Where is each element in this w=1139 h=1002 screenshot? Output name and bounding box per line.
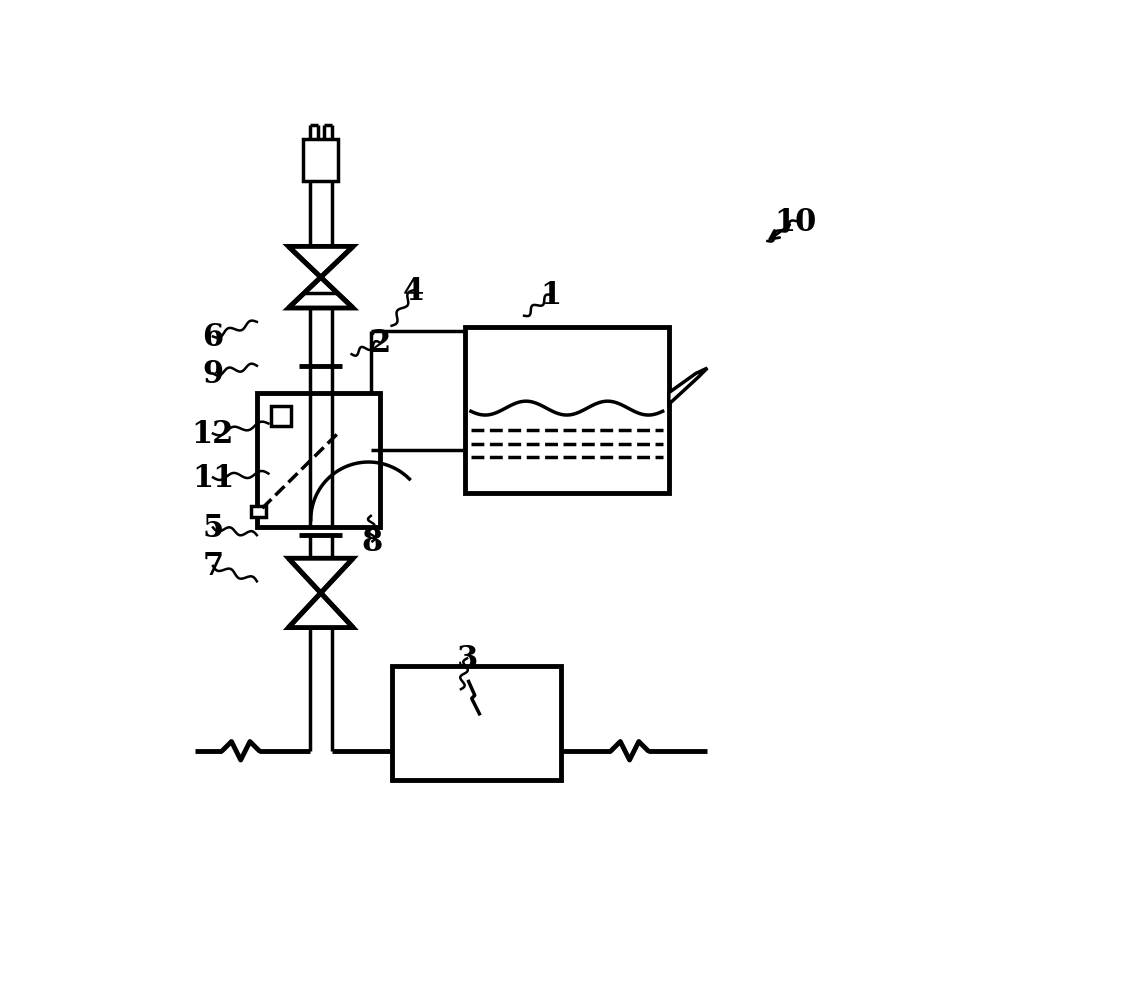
Text: 9: 9 [203,359,223,390]
Text: 12: 12 [191,419,235,450]
Text: 10: 10 [775,206,817,237]
Bar [303,139,338,181]
Text: 11: 11 [191,463,235,493]
Text: 7: 7 [203,551,223,582]
Polygon shape [288,247,353,278]
Text: 4: 4 [402,276,424,307]
Bar [251,506,267,517]
Text: 3: 3 [457,643,477,674]
Polygon shape [669,369,707,405]
Text: 8: 8 [362,526,383,557]
Polygon shape [288,559,353,593]
Bar [465,328,669,493]
Polygon shape [288,593,353,628]
Bar [271,407,290,427]
Polygon shape [288,278,353,309]
Text: 1: 1 [540,281,562,311]
Text: 5: 5 [203,512,223,543]
Bar [257,394,380,528]
Text: 6: 6 [203,322,223,353]
Bar [392,666,562,781]
Text: 2: 2 [369,328,391,359]
